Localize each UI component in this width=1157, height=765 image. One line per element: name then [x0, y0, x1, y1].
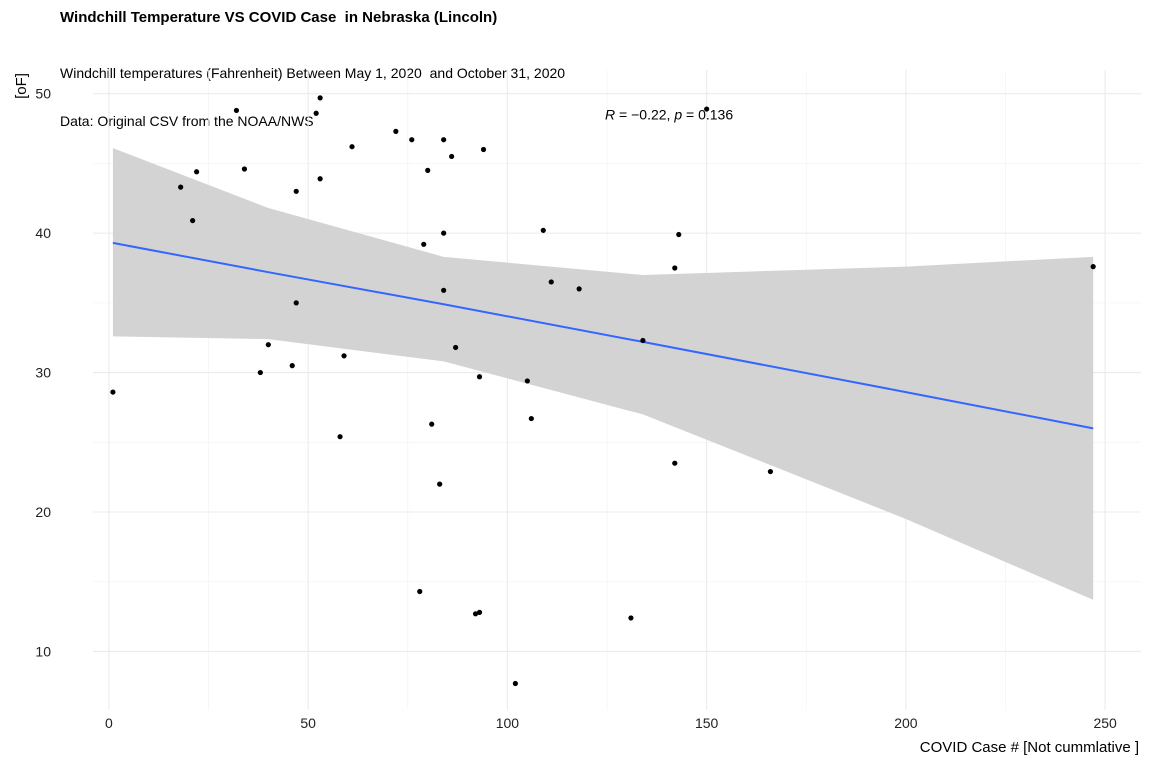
y-tick-label: 40 [35, 225, 51, 241]
data-point [409, 137, 415, 143]
x-tick-label: 250 [1093, 715, 1117, 731]
data-point [293, 300, 299, 306]
data-point [429, 421, 435, 427]
data-point [672, 265, 678, 271]
data-point [417, 588, 423, 595]
data-point [476, 374, 483, 380]
y-tick-label: 10 [35, 643, 51, 659]
data-point [524, 378, 530, 384]
chart-title: Windchill Temperature VS COVID Case in N… [60, 9, 498, 26]
x-tick-label: 0 [105, 715, 113, 731]
annotation-part: R [605, 107, 615, 123]
data-point [676, 231, 682, 238]
data-point [540, 227, 546, 233]
data-point [548, 279, 554, 285]
data-point [190, 217, 196, 224]
x-tick-label: 100 [496, 715, 520, 731]
data-point [476, 609, 483, 615]
x-axis-title: COVID Case # [Not cummlative ] [920, 739, 1139, 756]
data-point [441, 230, 447, 236]
y-tick-label: 30 [35, 365, 51, 381]
data-point [628, 615, 634, 621]
y-axis-title: [oF] [13, 73, 30, 99]
subtitle-line-1: Windchill temperatures (Fahrenheit) Betw… [60, 65, 566, 81]
x-tick-label: 200 [894, 715, 918, 731]
data-point [110, 389, 116, 395]
data-point [704, 106, 710, 112]
tick-labels: 0 50 100 150 200 250 10 20 30 40 50 [35, 86, 1117, 731]
data-point [672, 460, 678, 466]
data-point [472, 611, 479, 617]
data-point [480, 146, 487, 153]
data-point [453, 344, 459, 351]
data-point [421, 241, 427, 247]
data-point [425, 167, 431, 173]
data-point [640, 337, 646, 344]
data-point [341, 353, 347, 359]
correlation-annotation: R = −0.22, p = 0.136 [605, 107, 733, 123]
data-point [512, 680, 518, 687]
y-tick-label: 50 [35, 86, 51, 102]
confidence-band-group [112, 148, 1094, 600]
data-point [241, 166, 248, 172]
data-point [767, 468, 774, 475]
data-point [528, 415, 534, 422]
data-point [293, 188, 299, 194]
annotation-part: p [673, 107, 682, 123]
confidence-band [112, 148, 1094, 600]
data-point [1090, 264, 1096, 270]
data-point [233, 107, 240, 114]
data-point [337, 434, 343, 440]
data-point [265, 342, 271, 348]
regression-line-group [112, 241, 1094, 430]
x-tick-label: 50 [300, 715, 316, 731]
data-point [349, 144, 355, 150]
y-tick-label: 20 [35, 504, 51, 520]
data-point [449, 153, 455, 160]
annotation-part: = −0.22, [615, 107, 674, 123]
data-point [194, 169, 200, 175]
chart-subtitle: Windchill temperatures (Fahrenheit) Betw… [60, 33, 565, 145]
data-points [110, 95, 1096, 687]
data-point [317, 95, 323, 101]
annotation-part: = 0.136 [682, 107, 733, 123]
data-point [257, 369, 263, 376]
data-point [317, 176, 323, 182]
data-point [393, 128, 399, 134]
data-point [441, 287, 447, 293]
regression-line [112, 241, 1094, 430]
data-point [576, 286, 582, 292]
data-point [289, 362, 295, 369]
data-point [441, 137, 447, 143]
data-point [178, 184, 184, 190]
x-tick-label: 150 [695, 715, 719, 731]
data-point [437, 481, 443, 487]
data-point [313, 110, 319, 116]
